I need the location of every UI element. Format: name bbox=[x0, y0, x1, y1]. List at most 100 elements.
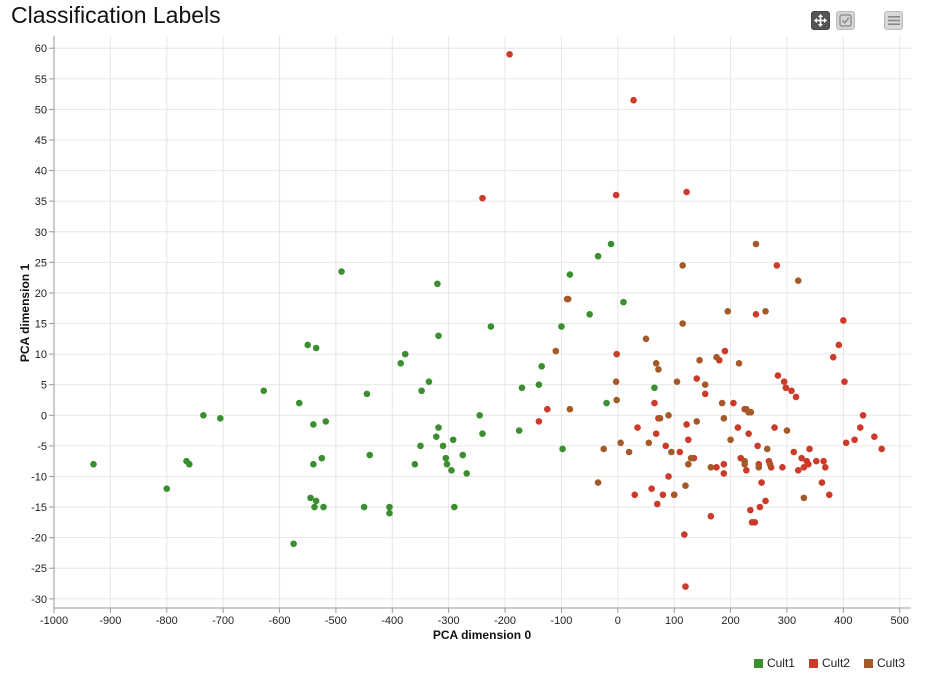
legend-swatch-cult1 bbox=[753, 658, 763, 668]
data-point bbox=[707, 512, 715, 520]
legend-label-cult3: Cult3 bbox=[876, 656, 905, 670]
legend-label-cult2: Cult2 bbox=[821, 656, 850, 670]
data-point bbox=[425, 378, 433, 385]
hamburger-menu-icon-glyph bbox=[887, 16, 900, 25]
data-point bbox=[645, 439, 653, 447]
x-tick-label: -100 bbox=[550, 615, 572, 627]
data-point bbox=[683, 188, 690, 196]
data-point bbox=[676, 448, 684, 456]
x-tick-label: -600 bbox=[269, 615, 291, 627]
data-point bbox=[312, 344, 320, 352]
data-point bbox=[771, 424, 778, 431]
move-icon-glyph bbox=[814, 14, 827, 27]
data-point bbox=[652, 430, 660, 437]
y-tick-label: -10 bbox=[31, 471, 47, 483]
data-point bbox=[634, 424, 641, 431]
data-point bbox=[613, 350, 620, 358]
legend-item-cult1[interactable]: Cult1 bbox=[753, 656, 795, 670]
data-point bbox=[642, 335, 650, 343]
data-point bbox=[780, 378, 788, 385]
legend-item-cult2[interactable]: Cult2 bbox=[808, 656, 850, 670]
data-point bbox=[747, 408, 755, 416]
data-point bbox=[338, 268, 345, 275]
y-tick-label: 20 bbox=[35, 288, 47, 300]
data-point bbox=[312, 497, 320, 505]
data-point bbox=[612, 191, 620, 199]
data-point bbox=[682, 583, 689, 590]
data-point bbox=[386, 509, 393, 517]
data-point bbox=[724, 307, 732, 315]
data-point bbox=[693, 375, 701, 382]
x-tick-label: -200 bbox=[494, 615, 516, 627]
data-point bbox=[318, 454, 326, 462]
y-tick-label: -15 bbox=[31, 502, 47, 514]
data-point bbox=[186, 460, 193, 468]
x-tick-label: -300 bbox=[438, 615, 460, 627]
legend-label-cult1: Cult1 bbox=[766, 656, 795, 670]
data-point bbox=[701, 381, 709, 389]
data-point bbox=[651, 384, 658, 392]
page-title: Classification Labels bbox=[11, 2, 221, 28]
data-point bbox=[701, 390, 709, 398]
x-tick-label: 400 bbox=[834, 615, 852, 627]
y-tick-label: -5 bbox=[37, 441, 47, 453]
y-tick-label: 0 bbox=[41, 410, 47, 422]
data-point bbox=[774, 372, 782, 379]
data-point bbox=[825, 491, 833, 499]
data-point bbox=[617, 439, 624, 447]
data-point bbox=[401, 350, 409, 358]
data-point bbox=[360, 503, 368, 511]
y-tick-label: -25 bbox=[31, 563, 47, 575]
data-point bbox=[794, 277, 802, 285]
y-tick-label: 15 bbox=[35, 319, 47, 331]
checkbox-select-icon[interactable] bbox=[836, 11, 855, 30]
data-point bbox=[720, 460, 728, 468]
data-point bbox=[673, 378, 681, 385]
data-point bbox=[751, 519, 759, 526]
hamburger-menu-icon[interactable] bbox=[884, 11, 903, 30]
legend-item-cult3[interactable]: Cult3 bbox=[863, 656, 905, 670]
y-tick-label: 40 bbox=[35, 166, 47, 178]
data-point bbox=[812, 457, 820, 465]
data-point bbox=[800, 494, 808, 502]
data-point bbox=[613, 396, 620, 404]
chart-legend: Cult1 Cult2 Cult3 bbox=[753, 656, 905, 670]
data-point bbox=[720, 470, 728, 477]
data-point bbox=[310, 421, 317, 428]
data-point bbox=[487, 323, 495, 330]
data-point bbox=[871, 433, 878, 441]
x-tick-label: 200 bbox=[721, 615, 739, 627]
data-point bbox=[773, 262, 781, 269]
data-point bbox=[625, 448, 633, 456]
data-point bbox=[684, 460, 692, 468]
x-tick-label: -900 bbox=[99, 615, 121, 627]
series-cult3 bbox=[552, 240, 808, 502]
data-point bbox=[90, 460, 97, 468]
data-point bbox=[655, 366, 662, 373]
data-point bbox=[506, 51, 513, 58]
checkbox-select-icon-glyph bbox=[839, 14, 852, 27]
data-point bbox=[662, 442, 670, 450]
data-point bbox=[763, 445, 771, 453]
data-point bbox=[756, 503, 764, 511]
data-point bbox=[752, 311, 760, 318]
data-point bbox=[721, 347, 729, 355]
x-tick-label: -800 bbox=[156, 615, 178, 627]
chart-axes bbox=[49, 36, 911, 613]
data-point bbox=[668, 448, 675, 456]
move-icon[interactable] bbox=[811, 11, 830, 30]
data-point bbox=[684, 436, 692, 444]
y-tick-label: 5 bbox=[41, 380, 47, 392]
data-point bbox=[735, 359, 743, 367]
x-tick-label: -700 bbox=[212, 615, 234, 627]
data-point bbox=[630, 96, 637, 104]
data-point bbox=[670, 491, 678, 499]
data-point bbox=[851, 436, 858, 444]
data-point bbox=[386, 503, 393, 511]
data-point bbox=[260, 387, 268, 395]
data-point bbox=[783, 427, 791, 434]
data-point bbox=[311, 503, 318, 511]
data-point bbox=[200, 411, 207, 419]
data-point bbox=[538, 363, 546, 370]
